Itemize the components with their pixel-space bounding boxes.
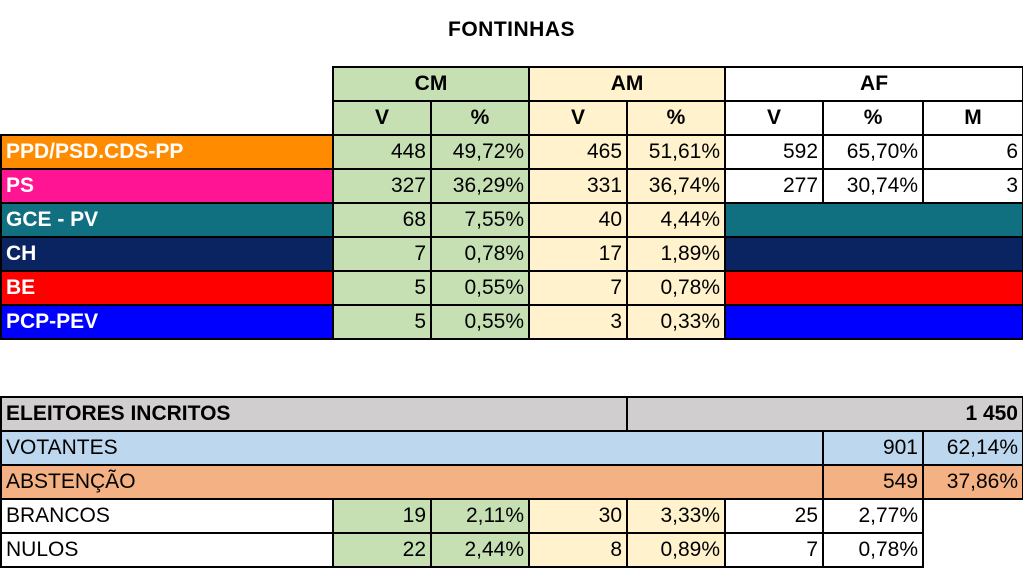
am-percent: 0,78%: [626, 270, 727, 306]
blank-cell: [1, 67, 333, 101]
col-header-af-m: M: [922, 100, 1023, 136]
brancos-cm-pct: 2,11%: [430, 498, 530, 534]
blank-cell: [923, 499, 1023, 533]
page-title: FONTINHAS: [448, 18, 575, 41]
votantes-v: 901: [822, 430, 924, 466]
nulos-cm-pct: 2,44%: [430, 532, 530, 568]
sub-header-row: V % V % V % M: [1, 100, 1023, 136]
am-percent: 51,61%: [626, 134, 727, 170]
party-name: PPD/PSD.CDS-PP: [0, 134, 334, 170]
nulos-af-pct: 0,78%: [822, 532, 924, 568]
cm-votes: 448: [332, 134, 432, 170]
am-percent: 36,74%: [626, 168, 727, 204]
cm-percent: 0,55%: [429, 304, 531, 340]
af-filler: [724, 270, 1023, 306]
am-percent: 4,44%: [626, 202, 727, 238]
cm-votes: 5: [332, 304, 432, 340]
cm-percent: 0,55%: [429, 270, 531, 306]
af-votes: 277: [724, 168, 825, 204]
blank-cell: [1, 101, 333, 135]
eleitores-value: 1 450: [626, 396, 1023, 432]
results-table: CM AM AF V % V % V % M PPD/PSD.CDS-PP 448…: [0, 66, 1023, 340]
abstencao-pct: 37,86%: [922, 464, 1023, 500]
nulos-row: NULOS 22 2,44% 8 0,89% 7 0,78%: [0, 532, 1023, 568]
abstencao-label: ABSTENÇÃO: [0, 464, 824, 500]
col-header-am-v: V: [528, 100, 629, 136]
abstencao-row: ABSTENÇÃO 549 37,86%: [0, 464, 1023, 500]
party-name: PS: [0, 168, 334, 204]
am-votes: 465: [528, 134, 629, 170]
cm-percent: 0,78%: [429, 236, 531, 272]
party-name: BE: [0, 270, 334, 306]
votantes-label: VOTANTES: [0, 430, 824, 466]
af-mandates: 3: [922, 168, 1023, 204]
group-header-cm: CM: [331, 66, 531, 102]
party-name: PCP-PEV: [0, 304, 334, 340]
am-votes: 17: [528, 236, 629, 272]
am-percent: 0,33%: [626, 304, 727, 340]
cm-votes: 5: [332, 270, 432, 306]
nulos-am-pct: 0,89%: [626, 532, 726, 568]
nulos-label: NULOS: [0, 532, 334, 568]
col-header-am-pct: %: [626, 100, 727, 136]
eleitores-row: ELEITORES INCRITOS 1 450: [0, 396, 1023, 432]
group-header-am: AM: [528, 66, 727, 102]
brancos-label: BRANCOS: [0, 498, 334, 534]
party-name: GCE - PV: [0, 202, 334, 238]
group-header-row: CM AM AF: [1, 66, 1023, 102]
af-filler: [724, 304, 1023, 340]
cm-percent: 49,72%: [429, 134, 531, 170]
eleitores-label: ELEITORES INCRITOS: [0, 396, 628, 432]
group-header-af: AF: [724, 66, 1023, 102]
brancos-cm-v: 19: [332, 498, 432, 534]
nulos-am-v: 8: [528, 532, 628, 568]
brancos-row: BRANCOS 19 2,11% 30 3,33% 25 2,77%: [0, 498, 1023, 534]
af-mandates: 6: [922, 134, 1023, 170]
col-header-cm-pct: %: [429, 100, 531, 136]
party-row: GCE - PV 68 7,55% 40 4,44%: [0, 202, 1023, 238]
af-votes: 592: [724, 134, 825, 170]
am-votes: 40: [528, 202, 629, 238]
party-row: PPD/PSD.CDS-PP 448 49,72% 465 51,61% 592 65,70…: [0, 134, 1023, 170]
cm-votes: 68: [332, 202, 432, 238]
brancos-am-v: 30: [528, 498, 628, 534]
af-filler: [724, 236, 1023, 272]
am-votes: 7: [528, 270, 629, 306]
party-row: BE 5 0,55% 7 0,78%: [0, 270, 1023, 306]
party-name: CH: [0, 236, 334, 272]
votantes-pct: 62,14%: [922, 430, 1023, 466]
summary-table: ELEITORES INCRITOS 1 450 VOTANTES 901 62…: [0, 396, 1023, 568]
cm-votes: 327: [332, 168, 432, 204]
col-header-af-pct: %: [822, 100, 925, 136]
blank-cell: [923, 533, 1023, 567]
am-votes: 3: [528, 304, 629, 340]
votantes-row: VOTANTES 901 62,14%: [0, 430, 1023, 466]
brancos-af-pct: 2,77%: [822, 498, 924, 534]
cm-percent: 36,29%: [429, 168, 531, 204]
af-percent: 30,74%: [822, 168, 925, 204]
af-percent: 65,70%: [822, 134, 925, 170]
am-percent: 1,89%: [626, 236, 727, 272]
party-row: PS 327 36,29% 331 36,74% 277 30,74% 3: [0, 168, 1023, 204]
party-row: CH 7 0,78% 17 1,89%: [0, 236, 1023, 272]
cm-percent: 7,55%: [429, 202, 531, 238]
brancos-am-pct: 3,33%: [626, 498, 726, 534]
cm-votes: 7: [332, 236, 432, 272]
nulos-cm-v: 22: [332, 532, 432, 568]
nulos-af-v: 7: [724, 532, 824, 568]
af-filler: [724, 202, 1023, 238]
am-votes: 331: [528, 168, 629, 204]
col-header-af-v: V: [724, 100, 825, 136]
party-row: PCP-PEV 5 0,55% 3 0,33%: [0, 304, 1023, 340]
brancos-af-v: 25: [724, 498, 824, 534]
col-header-cm-v: V: [332, 100, 432, 136]
abstencao-v: 549: [822, 464, 924, 500]
